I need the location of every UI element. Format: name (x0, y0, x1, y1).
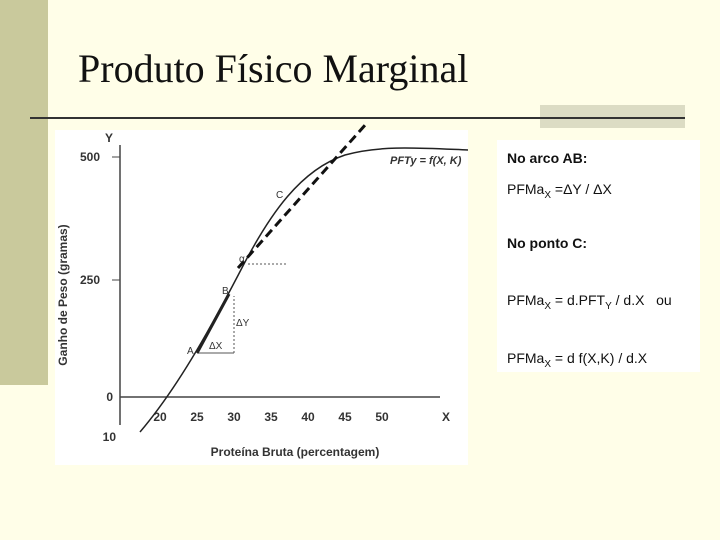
x-tick: 20 (153, 410, 167, 424)
subscript: X (544, 359, 551, 370)
x-tick: 40 (301, 410, 315, 424)
point-label: C (276, 190, 283, 201)
subscript: X (544, 301, 551, 312)
panel: No arco AB: PFMaX =ΔY / ΔX No ponto C: P… (497, 140, 700, 372)
y-tick: 0 (106, 390, 113, 404)
title: Produto Físico Marginal (78, 46, 468, 91)
delta-y-label: ΔY (236, 318, 250, 329)
formula-rest: =ΔY / ΔX (551, 181, 613, 197)
formula-mid: = d.PFT (551, 292, 606, 308)
point-label: A (187, 346, 194, 357)
y-letter: Y (105, 131, 113, 145)
subscript: X (544, 190, 551, 201)
formula: PFMaX = d f(X,K) / d.X (507, 350, 648, 370)
chord (195, 293, 231, 354)
formula: PFMaX =ΔY / ΔX (507, 181, 613, 201)
x-title: Proteína Bruta (percentagem) (211, 445, 380, 459)
point-label: B (222, 286, 229, 297)
figure-bg (55, 130, 468, 465)
y-tick: 250 (80, 273, 100, 287)
x-tick: 45 (338, 410, 352, 424)
x-tick: 25 (190, 410, 204, 424)
curve (139, 147, 469, 433)
tangent (236, 123, 368, 269)
formula-main: PFMa (507, 350, 545, 366)
x-tick: 30 (227, 410, 241, 424)
y-title: Ganho de Peso (gramas) (56, 224, 70, 365)
formula-rest: = d f(X,K) / d.X (551, 350, 648, 366)
accent-box (540, 105, 685, 128)
side-bar (0, 0, 48, 385)
y-tick: 500 (80, 150, 100, 164)
delta-x-label: ΔX (209, 341, 223, 352)
y-tick: 10 (103, 430, 117, 444)
panel-bg (497, 140, 700, 372)
heading: No arco AB: (507, 150, 587, 166)
heading: No ponto C: (507, 235, 587, 251)
alpha-label: α (239, 254, 245, 265)
formula-main: PFMa (507, 292, 545, 308)
formula-main: PFMa (507, 181, 545, 197)
subscript: Y (605, 301, 612, 312)
x-tick: 50 (375, 410, 389, 424)
formula: PFMaX = d.PFTY / d.X ou (507, 292, 672, 312)
x-letter: X (442, 410, 450, 424)
x-tick: 35 (264, 410, 278, 424)
figure: Y X 500 250 0 10 20 25 30 35 40 45 50 Ga… (55, 123, 469, 465)
formula-rest: / d.X ou (612, 292, 672, 308)
curve-label: PFTy = f(X, K) (390, 155, 462, 167)
